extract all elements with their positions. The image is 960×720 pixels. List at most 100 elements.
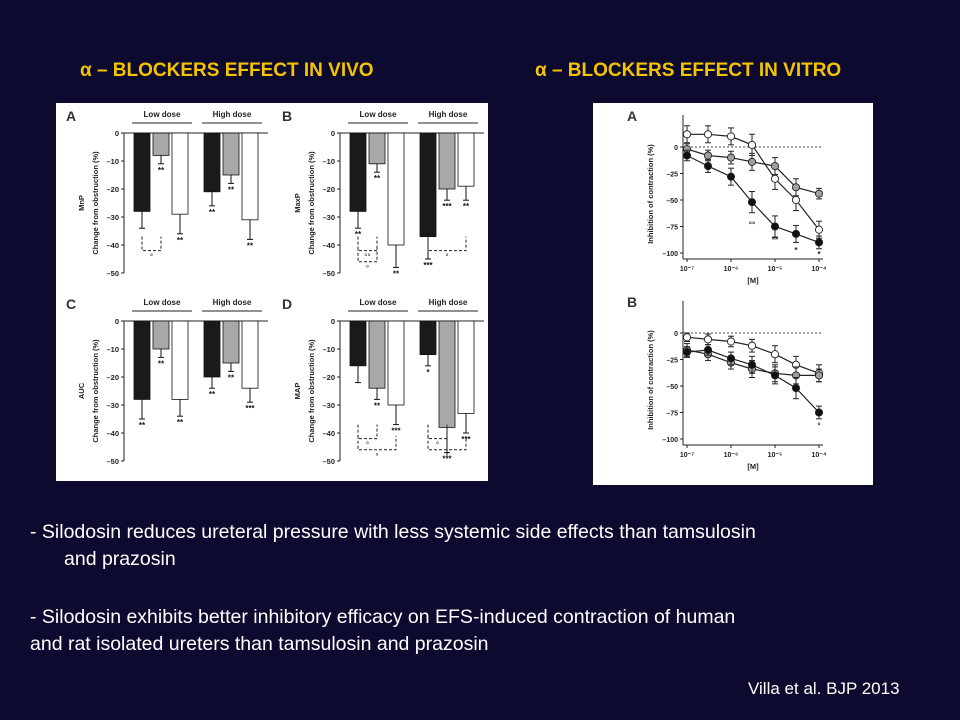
comparison-bracket bbox=[357, 236, 378, 252]
data-point bbox=[791, 195, 801, 205]
bar bbox=[152, 320, 170, 350]
data-point bbox=[726, 172, 736, 181]
bar bbox=[133, 320, 151, 400]
bar bbox=[387, 320, 405, 406]
data-point bbox=[747, 140, 757, 149]
x-tick-label: 10⁻⁷ bbox=[680, 266, 694, 273]
data-point bbox=[703, 345, 713, 355]
y-tick-label: –50 bbox=[666, 198, 678, 205]
y-tick-label: 0 bbox=[674, 145, 678, 152]
x-tick-label: 10⁻⁷ bbox=[680, 452, 694, 459]
in-vitro-dose-response-charts: A 0 –25 –50 –75 –100 10⁻⁷ 10⁻⁶ 10⁻⁵ 10⁻⁴ [M] Inhibi… bbox=[627, 108, 827, 471]
bracket-label: ° bbox=[436, 441, 439, 450]
bracket-label: ° bbox=[150, 253, 153, 262]
x-axis-label: [M] bbox=[747, 462, 759, 471]
y-tick-label: –50 bbox=[322, 269, 335, 278]
bracket-label: °° bbox=[364, 253, 370, 262]
bar bbox=[241, 320, 259, 389]
significance-label: ** bbox=[772, 235, 779, 244]
data-point bbox=[770, 371, 780, 380]
y-tick-label: –10 bbox=[322, 345, 335, 354]
bar bbox=[387, 132, 405, 246]
panel-letter: C bbox=[66, 296, 76, 312]
y-axis-label: Change from obstruction (%) bbox=[91, 339, 100, 443]
data-point bbox=[770, 162, 780, 171]
bar bbox=[457, 132, 475, 187]
data-point bbox=[814, 408, 824, 417]
bar bbox=[349, 132, 367, 212]
data-point bbox=[770, 350, 780, 359]
y-tick-label: 0 bbox=[674, 331, 678, 338]
y-tick-label: –40 bbox=[106, 429, 119, 438]
y-tick-label: –30 bbox=[322, 213, 335, 222]
bar bbox=[419, 132, 437, 237]
data-point bbox=[747, 157, 757, 166]
x-tick-label: 10⁻⁴ bbox=[812, 452, 827, 459]
y-tick-label: –40 bbox=[322, 429, 335, 438]
group-label: High dose bbox=[429, 110, 468, 119]
data-point bbox=[682, 333, 692, 342]
in-vivo-figure: A 0 –10 –20 –30 –40 –50 Change from obstruction… bbox=[56, 103, 488, 481]
data-point bbox=[726, 354, 736, 363]
x-tick-label: 10⁻⁶ bbox=[724, 452, 739, 459]
data-point bbox=[703, 151, 713, 160]
x-tick-label: 10⁻⁶ bbox=[724, 266, 739, 273]
panel-letter: D bbox=[282, 296, 292, 312]
y-axis-label: Change from obstruction (%) bbox=[91, 151, 100, 255]
bar-significance-label: ** bbox=[177, 236, 184, 245]
bar bbox=[222, 132, 240, 176]
data-point bbox=[747, 198, 757, 207]
bar-chart-A: A 0 –10 –20 –30 –40 –50 Change from obstruction… bbox=[66, 108, 268, 278]
data-point bbox=[791, 229, 801, 238]
x-tick-label: 10⁻⁴ bbox=[812, 266, 827, 273]
significance-label: * bbox=[817, 250, 821, 259]
fit-curve bbox=[686, 349, 820, 413]
y-tick-label: –75 bbox=[666, 225, 678, 232]
bar bbox=[438, 320, 456, 428]
bar-chart-D: D 0 –10 –20 –30 –40 –50 Change from obstruction… bbox=[282, 296, 484, 466]
y-axis-short-label: MAP bbox=[293, 383, 302, 400]
bar bbox=[171, 320, 189, 400]
y-tick-label: –30 bbox=[322, 401, 335, 410]
data-point bbox=[747, 341, 757, 350]
bar-chart-B: B 0 –10 –20 –30 –40 –50 Change from obstruction… bbox=[282, 108, 484, 278]
y-axis-short-label: AUC bbox=[77, 382, 86, 399]
bar-significance-label: *** bbox=[245, 404, 255, 413]
bracket-label: ° bbox=[445, 452, 448, 461]
y-tick-label: –10 bbox=[322, 157, 335, 166]
comparison-bracket bbox=[427, 236, 467, 252]
bar-significance-label: *** bbox=[442, 455, 452, 464]
group-label: High dose bbox=[213, 110, 252, 119]
bar-significance-label: *** bbox=[442, 202, 452, 211]
bracket-label: ° bbox=[445, 253, 448, 262]
bar-significance-label: ** bbox=[393, 269, 400, 278]
panel-letter: B bbox=[282, 108, 292, 124]
group-label: High dose bbox=[213, 298, 252, 307]
y-axis-label: Inhibition of contraction (%) bbox=[646, 144, 655, 244]
comparison-bracket bbox=[141, 236, 162, 252]
x-axis-label: [M] bbox=[747, 276, 759, 285]
comparison-bracket bbox=[357, 424, 378, 440]
bullet-silodosin-pressure: - Silodosin reduces ureteral pressure wi… bbox=[30, 519, 756, 573]
group-label: Low dose bbox=[360, 110, 397, 119]
data-point bbox=[682, 130, 692, 139]
data-point bbox=[814, 225, 824, 234]
bar bbox=[152, 132, 170, 156]
bar-significance-label: ** bbox=[463, 202, 470, 211]
group-label: Low dose bbox=[360, 298, 397, 307]
data-point bbox=[814, 371, 824, 380]
bullet-2-line-1: - Silodosin exhibits better inhibitory e… bbox=[30, 606, 736, 628]
bar bbox=[419, 320, 437, 355]
in-vitro-figure: A 0 –25 –50 –75 –100 10⁻⁷ 10⁻⁶ 10⁻⁵ 10⁻⁴ [M] Inhibi… bbox=[593, 103, 873, 485]
comparison-bracket bbox=[357, 435, 397, 451]
y-tick-label: –10 bbox=[106, 157, 119, 166]
bracket-label: ° bbox=[366, 441, 369, 450]
significance-label: ° bbox=[817, 421, 820, 430]
data-point bbox=[682, 151, 692, 160]
data-point bbox=[770, 174, 780, 183]
heading-in-vivo: α – BLOCKERS EFFECT IN VIVO bbox=[80, 60, 374, 81]
bar bbox=[368, 320, 386, 389]
bar-significance-label: ** bbox=[158, 359, 165, 368]
y-tick-label: –40 bbox=[322, 241, 335, 250]
bar bbox=[133, 132, 151, 212]
